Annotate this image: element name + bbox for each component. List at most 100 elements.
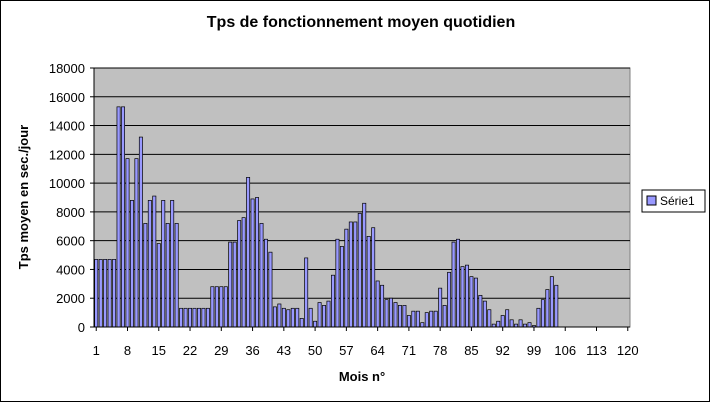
y-tick-label: 2000 <box>56 291 85 306</box>
x-tick-label: 106 <box>554 343 576 358</box>
bar <box>348 221 353 328</box>
bar <box>549 276 554 328</box>
bar <box>487 309 492 328</box>
bar <box>482 300 487 328</box>
bar <box>250 198 255 328</box>
bar <box>527 322 532 328</box>
legend: Série1 <box>641 189 706 213</box>
bar <box>192 307 197 328</box>
x-tick-label: 57 <box>339 343 353 358</box>
bar <box>406 315 411 328</box>
bar <box>505 309 510 328</box>
bar <box>304 257 309 328</box>
y-tick-label: 16000 <box>49 90 85 105</box>
bar <box>174 223 179 328</box>
x-tick-label: 85 <box>464 343 478 358</box>
x-tick-label: 36 <box>245 343 259 358</box>
gridlines <box>94 67 630 299</box>
chart-title: Tps de fonctionnement moyen quotidien <box>207 14 515 31</box>
bar <box>228 241 233 328</box>
x-tick-label: 99 <box>527 343 541 358</box>
x-tick-label: 8 <box>124 343 131 358</box>
bar <box>308 307 313 328</box>
bar <box>237 220 242 328</box>
bar <box>255 197 259 328</box>
bar <box>125 158 130 328</box>
y-tick-label: 4000 <box>56 262 85 277</box>
x-tick-label: 15 <box>152 343 166 358</box>
bar <box>460 266 465 328</box>
bar <box>179 307 184 328</box>
bar <box>152 195 157 328</box>
bar <box>299 318 304 328</box>
bar <box>165 223 170 328</box>
bar <box>411 310 416 328</box>
x-tick-labels: 1 8 15 22 29 36 43 50 57 64 71 78 85 92 99 106 113 120 <box>93 327 639 358</box>
x-tick-label: 92 <box>495 343 509 358</box>
bar <box>473 277 478 328</box>
bar <box>335 238 340 328</box>
bar <box>188 307 192 328</box>
bar <box>389 297 393 328</box>
bar <box>130 200 134 328</box>
bar <box>259 223 264 328</box>
bar <box>103 259 108 328</box>
bar <box>121 106 126 328</box>
y-tick-label: 18000 <box>49 61 85 76</box>
bar <box>94 259 99 328</box>
legend-swatch <box>646 195 657 206</box>
y-tick-label: 14000 <box>49 119 85 134</box>
bar <box>384 299 389 328</box>
y-tick-labels: 0 2000 4000 6000 8000 10000 12000 14000 16000 180… <box>49 61 94 335</box>
bar <box>156 243 161 328</box>
bar <box>295 307 300 328</box>
y-tick-label: 6000 <box>56 234 85 249</box>
bar <box>536 307 541 328</box>
bar <box>469 276 474 328</box>
bar <box>313 320 318 328</box>
bar <box>183 307 188 328</box>
bar <box>205 307 210 328</box>
bar <box>197 307 201 328</box>
bar <box>420 322 425 328</box>
y-axis-title: Tps moyen en sec./jour <box>16 125 31 270</box>
x-tick-label: 50 <box>308 343 322 358</box>
bar <box>500 315 505 328</box>
bar <box>281 307 286 328</box>
bar <box>143 223 148 328</box>
bar <box>286 309 291 328</box>
bar <box>116 106 121 328</box>
bar <box>317 302 322 328</box>
x-tick-label: 1 <box>93 343 100 358</box>
bar <box>545 289 550 328</box>
bar <box>161 200 166 328</box>
x-tick-label: 29 <box>214 343 228 358</box>
bar <box>554 284 559 328</box>
legend-box <box>641 189 706 213</box>
bar <box>393 302 398 328</box>
bar <box>496 320 501 328</box>
bar <box>456 238 460 328</box>
bar <box>362 202 367 328</box>
x-tick-label: 113 <box>586 343 607 358</box>
x-tick-label: 78 <box>433 343 447 358</box>
y-tick-label: 12000 <box>49 147 85 162</box>
bar <box>465 264 469 328</box>
bar <box>214 286 219 328</box>
bar <box>170 200 175 328</box>
bar <box>433 310 438 328</box>
bar <box>241 217 246 328</box>
bar <box>210 286 215 328</box>
x-tick-label: 64 <box>370 343 384 358</box>
bar <box>201 307 206 328</box>
bar <box>509 319 514 328</box>
bar <box>264 238 268 328</box>
bar <box>438 287 443 328</box>
bar <box>540 299 545 328</box>
bars <box>94 106 559 328</box>
bar <box>442 305 447 328</box>
bar <box>138 136 143 328</box>
bar <box>112 259 117 328</box>
bar <box>344 228 349 328</box>
bar <box>232 241 237 328</box>
